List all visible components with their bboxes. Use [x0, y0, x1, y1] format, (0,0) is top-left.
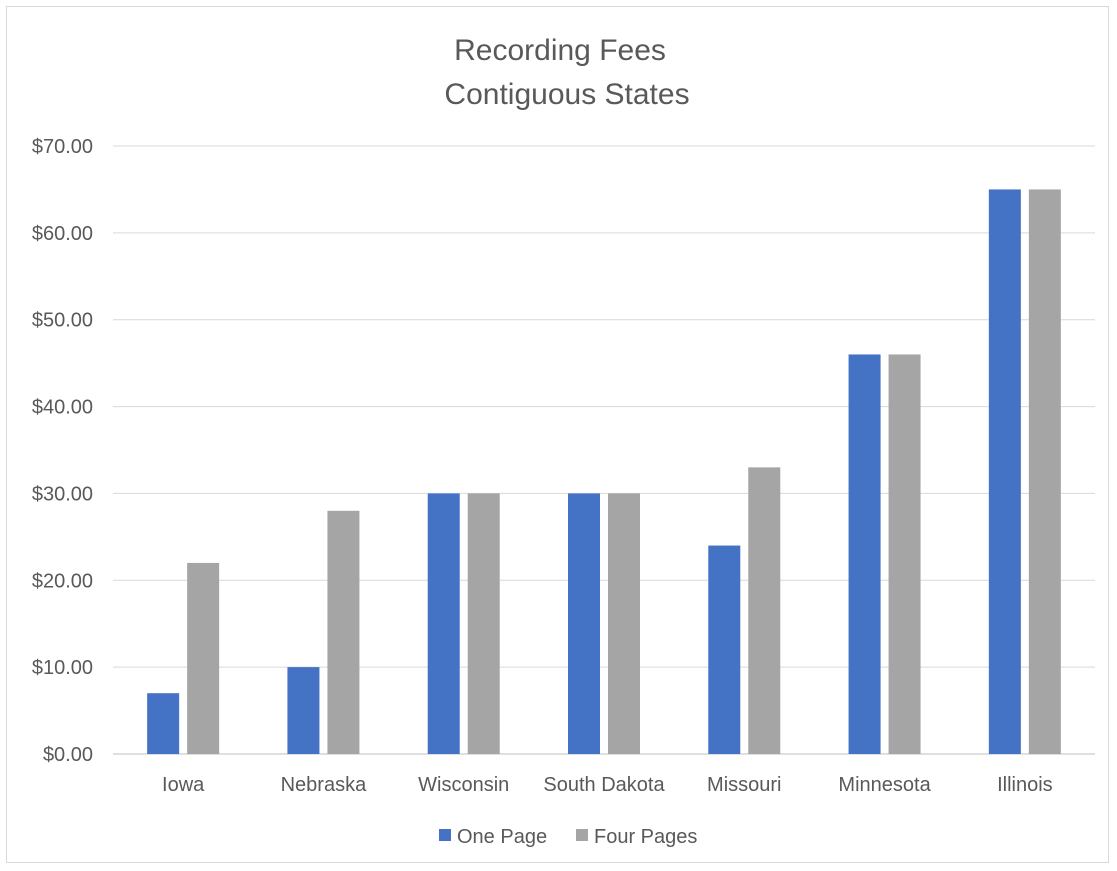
x-tick-label: Wisconsin: [418, 774, 509, 796]
y-tick-label: $70.00: [32, 136, 93, 158]
bar-one-page-nebraska: [287, 667, 320, 754]
bar-one-page-missouri: [708, 545, 741, 754]
chart-subtitle: Contiguous States: [444, 78, 689, 111]
x-tick-label: South Dakota: [543, 774, 665, 796]
gridlines: [113, 145, 1095, 755]
y-tick-label: $50.00: [32, 310, 93, 332]
y-tick-label: $10.00: [32, 657, 93, 679]
bar-four-pages-missouri: [748, 467, 781, 754]
y-tick-label: $0.00: [43, 744, 93, 766]
bar-one-page-south-dakota: [568, 493, 600, 754]
bar-one-page-minnesota: [848, 354, 881, 754]
legend-label-one-page: One Page: [457, 826, 547, 848]
y-axis-ticks: $0.00 $10.00 $20.00 $30.00 $40.00 $50.00 $60.0…: [32, 136, 93, 766]
legend: One Page Four Pages: [439, 826, 697, 848]
bars: [147, 189, 1061, 754]
x-tick-label: Illinois: [997, 774, 1053, 796]
y-tick-label: $30.00: [32, 483, 93, 505]
bar-one-page-wisconsin: [427, 493, 460, 754]
legend-swatch-one-page: [439, 829, 451, 841]
bar-four-pages-iowa: [187, 562, 220, 754]
y-tick-label: $40.00: [32, 397, 93, 419]
legend-swatch-four-pages: [576, 829, 588, 841]
x-tick-label: Iowa: [162, 774, 205, 796]
chart-title: Recording Fees: [454, 34, 666, 67]
bar-four-pages-wisconsin: [467, 493, 500, 754]
x-tick-label: Minnesota: [838, 774, 931, 796]
bar-one-page-illinois: [988, 189, 1021, 754]
bar-four-pages-minnesota: [888, 354, 921, 754]
x-axis-ticks: Iowa Nebraska Wisconsin South Dakota Missour…: [162, 774, 1053, 796]
y-tick-label: $60.00: [32, 223, 93, 245]
bar-four-pages-south-dakota: [608, 493, 640, 754]
bar-four-pages-illinois: [1028, 189, 1061, 754]
bar-one-page-iowa: [147, 693, 180, 754]
bar-four-pages-nebraska: [327, 510, 360, 754]
x-tick-label: Nebraska: [281, 774, 367, 796]
y-tick-label: $20.00: [32, 570, 93, 592]
x-tick-label: Missouri: [707, 774, 781, 796]
legend-label-four-pages: Four Pages: [594, 826, 697, 848]
